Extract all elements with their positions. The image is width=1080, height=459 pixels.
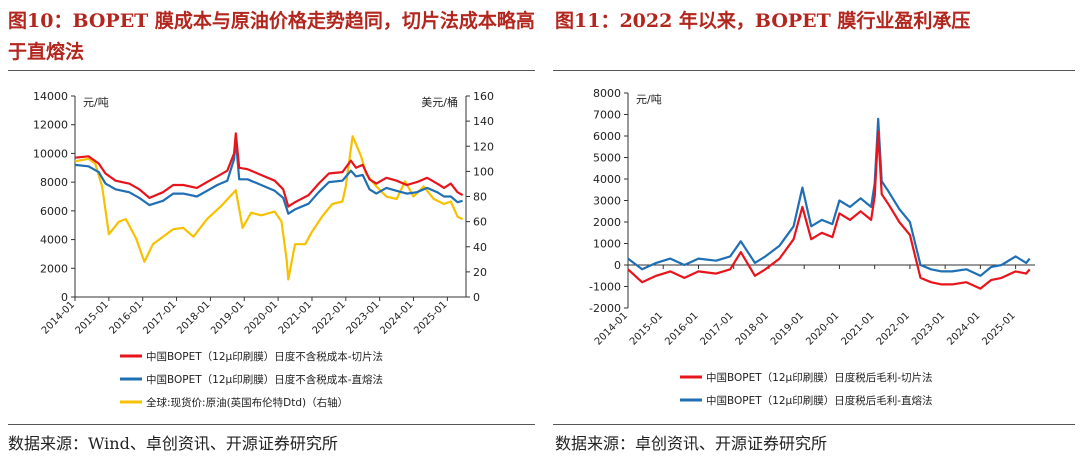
y2-tick-label: 80: [473, 191, 487, 204]
y-tick-label: 4000: [593, 173, 621, 186]
y-tick-label: 4000: [40, 234, 68, 247]
y-tick-label: 3000: [593, 195, 621, 208]
title-divider-left: [8, 70, 535, 71]
legend-label-2: 全球:现货价:原油(英国布伦特Dtd)（右轴）: [146, 396, 348, 409]
x-tick-label: 2018-01: [175, 299, 212, 336]
title-divider-right: [553, 70, 1075, 71]
y2-tick-label: 60: [473, 216, 487, 229]
x-tick-label: 2019-01: [769, 310, 806, 347]
right-chart-legend: 中国BOPET（12μ印刷膜）日度税后毛利-切片法中国BOPET（12μ印刷膜）…: [680, 371, 933, 407]
series-line-0: [74, 132, 464, 208]
y2-tick-label: 0: [473, 291, 480, 304]
y-tick-label: -1000: [589, 281, 621, 294]
legend-label-1: 中国BOPET（12μ印刷膜）日度税后毛利-直熔法: [706, 394, 933, 407]
y2-tick-label: 100: [473, 165, 494, 178]
x-tick-label: 2015-01: [74, 299, 111, 336]
y2-tick-label: 120: [473, 140, 494, 153]
x-tick-label: 2021-01: [277, 299, 314, 336]
figure-10-source: 数据来源：Wind、卓创资讯、开源证券研究所: [8, 434, 338, 453]
x-tick-label: 2024-01: [378, 299, 415, 336]
right-chart-axes: [624, 92, 1035, 309]
series-line-0: [627, 130, 1031, 290]
x-tick-label: 2020-01: [804, 310, 841, 347]
legend-label-0: 中国BOPET（12μ印刷膜）日度税后毛利-切片法: [706, 371, 933, 384]
legend-label-0: 中国BOPET（12μ印刷膜）日度不含税成本-切片法: [146, 350, 383, 363]
figure-10-title: 图10：BOPET 膜成本与原油价格走势趋同，切片法成本略高于直熔法: [8, 10, 535, 63]
figure-11-title: 图11：2022 年以来，BOPET 膜行业盈利承压: [555, 10, 971, 32]
y-tick-label: -2000: [589, 302, 621, 315]
x-tick-label: 2024-01: [945, 310, 982, 347]
x-tick-label: 2023-01: [910, 310, 947, 347]
y-tick-label: 2000: [40, 262, 68, 275]
x-tick-label: 2022-01: [311, 299, 348, 336]
y-tick-label: 14000: [33, 90, 68, 103]
x-tick-label: 2023-01: [344, 299, 381, 336]
y-tick-label: 6000: [593, 130, 621, 143]
x-tick-label: 2025-01: [412, 299, 449, 336]
chart-bopet-gross-profit: -2000 -1000 0 1000 2000 3000 4000 5000 6000 7000 8…: [589, 87, 1035, 407]
x-tick-label: 2019-01: [209, 299, 246, 336]
y-tick-label: 12000: [33, 119, 68, 132]
x-tick-label: 2014-01: [593, 310, 630, 347]
series-line-1: [74, 138, 463, 215]
y-tick-label: 7000: [593, 109, 621, 122]
chart-bopet-cost-vs-oil: 0 2000 4000 6000 8000 10000 12000 14000 0 20 40 60 8…: [33, 90, 494, 409]
y-tick-label: 0: [614, 259, 621, 272]
x-tick-label: 2021-01: [839, 310, 876, 347]
x-tick-label: 2025-01: [980, 310, 1017, 347]
y-tick-label: 5000: [593, 152, 621, 165]
left-chart-lines: [74, 132, 464, 281]
y-tick-label: 6000: [40, 205, 68, 218]
series-line-2: [74, 135, 464, 281]
y-tick-label: 1000: [593, 238, 621, 251]
x-tick-label: 2022-01: [875, 310, 912, 347]
left-chart-labels: 0 2000 4000 6000 8000 10000 12000 14000 0 20 40 60 8…: [33, 90, 494, 337]
source-divider-right: [553, 424, 1075, 425]
source-divider-left: [8, 424, 535, 425]
x-tick-label: 2016-01: [107, 299, 144, 336]
y2-tick-label: 40: [473, 241, 487, 254]
x-tick-label: 2016-01: [663, 310, 700, 347]
right-unit-label: 美元/桶: [421, 95, 458, 109]
right-chart-lines: [627, 117, 1031, 290]
left-chart-legend: 中国BOPET（12μ印刷膜）日度不含税成本-切片法中国BOPET（12μ印刷膜…: [120, 350, 383, 409]
x-tick-label: 2015-01: [628, 310, 665, 347]
x-tick-label: 2017-01: [141, 299, 178, 336]
x-tick-label: 2017-01: [699, 310, 736, 347]
x-tick-label: 2018-01: [734, 310, 771, 347]
y2-tick-label: 160: [473, 90, 494, 103]
left-chart-axes: [71, 95, 470, 301]
series-line-1: [627, 117, 1031, 277]
legend-label-1: 中国BOPET（12μ印刷膜）日度不含税成本-直熔法: [146, 373, 383, 386]
y-tick-label: 2000: [593, 216, 621, 229]
y-tick-label: 10000: [33, 147, 68, 160]
y-tick-label: 8000: [40, 176, 68, 189]
right-chart-labels: -2000 -1000 0 1000 2000 3000 4000 5000 6000 7000 8…: [589, 87, 1018, 348]
left-unit-label: 元/吨: [636, 93, 662, 106]
y2-tick-label: 20: [473, 266, 487, 279]
x-tick-label: 2020-01: [243, 299, 280, 336]
figure-11-source: 数据来源：卓创资讯、开源证券研究所: [555, 434, 828, 453]
y-tick-label: 0: [61, 291, 68, 304]
x-tick-label: 2014-01: [40, 299, 77, 336]
y2-tick-label: 140: [473, 115, 494, 128]
left-unit-label: 元/吨: [83, 96, 109, 109]
y-tick-label: 8000: [593, 87, 621, 100]
